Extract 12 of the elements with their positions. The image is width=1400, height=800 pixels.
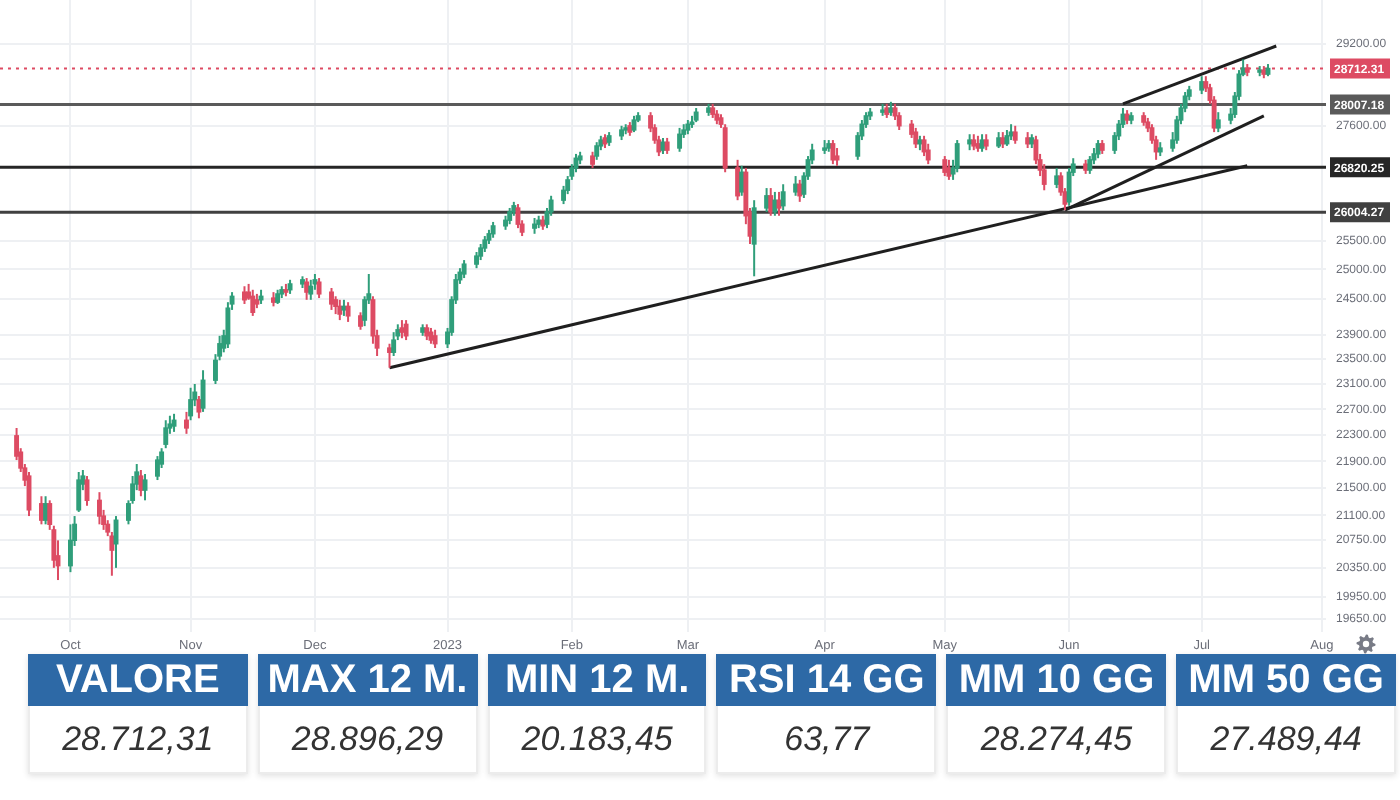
text: 28.712,31 [62,720,214,758]
text: 27.489,44 [1210,720,1362,758]
text: 63,77 [784,720,870,758]
category-label: MM 50 GG [1176,654,1396,706]
text: 28.896,29 [291,720,444,758]
category-label: RSI 14 GG [716,654,937,706]
category-label: MIN 12 M. [487,654,707,706]
category-label: MAX 12 M. [257,654,478,706]
text: 20.183,45 [521,720,673,758]
text: 28.274,45 [980,720,1133,758]
category-label: MM 10 GG [946,654,1167,706]
category-label: VALORE [28,654,248,706]
